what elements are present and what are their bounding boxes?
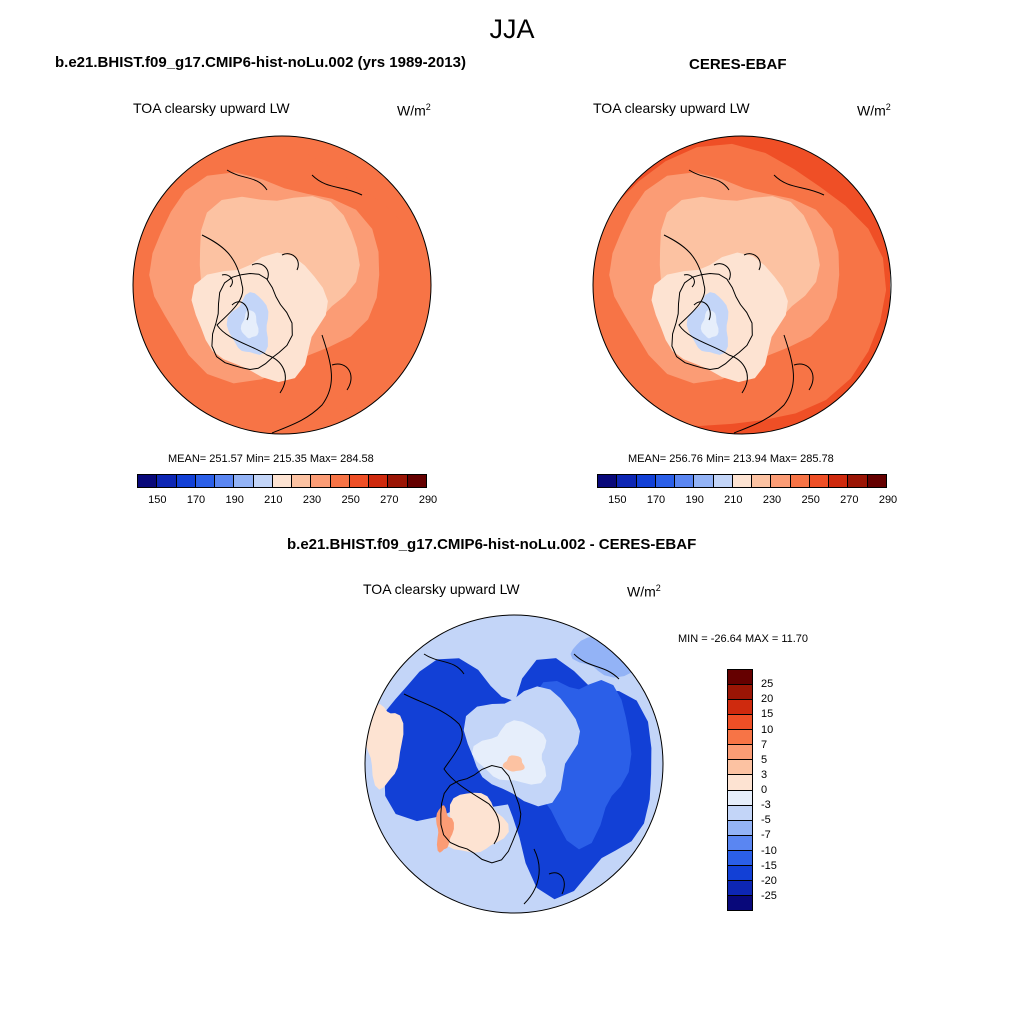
model-colorbar-ticks: 150 170 190 210 230 250 270 290 bbox=[137, 494, 437, 508]
colorbar-cell bbox=[728, 865, 752, 881]
colorbar-tick-label: -10 bbox=[761, 844, 777, 857]
colorbar-cell bbox=[330, 475, 350, 487]
colorbar-cell bbox=[809, 475, 830, 487]
colorbar-tick-label: -7 bbox=[761, 829, 771, 842]
colorbar-tick-label: 170 bbox=[646, 494, 666, 506]
colorbar-cell bbox=[675, 475, 695, 487]
colorbar-tick-label: 250 bbox=[341, 494, 360, 506]
colorbar-cell bbox=[728, 790, 752, 806]
diff-stats: MIN = -26.64 MAX = 11.70 bbox=[678, 633, 809, 645]
diff-variable-label: TOA clearsky upward LW bbox=[363, 581, 520, 597]
colorbar-cell bbox=[728, 730, 752, 746]
obs-variable-label: TOA clearsky upward LW bbox=[593, 100, 750, 116]
colorbar-tick-label: 270 bbox=[840, 494, 859, 506]
colorbar-tick-label: 5 bbox=[761, 753, 768, 766]
obs-unit-label: W/m2 bbox=[857, 102, 891, 119]
colorbar-cell bbox=[157, 475, 177, 487]
colorbar-cell bbox=[655, 475, 676, 487]
colorbar-cell bbox=[728, 700, 752, 716]
colorbar-cell bbox=[598, 475, 618, 487]
colorbar-cell bbox=[728, 880, 752, 896]
colorbar-tick-label: -20 bbox=[761, 874, 777, 887]
colorbar-cell bbox=[728, 895, 752, 910]
colorbar-cell bbox=[728, 685, 752, 701]
colorbar-cell bbox=[234, 475, 254, 487]
colorbar-tick-label: 3 bbox=[761, 768, 768, 781]
colorbar-tick-label: -15 bbox=[761, 859, 777, 872]
colorbar-cell bbox=[728, 805, 752, 821]
diff-colorbar bbox=[727, 669, 753, 911]
colorbar-tick-label: -5 bbox=[761, 814, 771, 827]
colorbar-tick-label: 7 bbox=[761, 738, 768, 751]
colorbar-cell bbox=[732, 475, 753, 487]
colorbar-tick-label: 230 bbox=[302, 494, 322, 506]
colorbar-tick-label: 290 bbox=[878, 494, 898, 506]
colorbar-cell bbox=[728, 835, 752, 851]
model-panel-title: b.e21.BHIST.f09_g17.CMIP6-hist-noLu.002 … bbox=[55, 54, 466, 71]
colorbar-cell bbox=[752, 475, 772, 487]
colorbar-cell bbox=[728, 820, 752, 836]
colorbar-cell bbox=[848, 475, 868, 487]
colorbar-cell bbox=[349, 475, 370, 487]
colorbar-tick-label: 10 bbox=[761, 723, 774, 736]
colorbar-tick-label: 210 bbox=[264, 494, 283, 506]
colorbar-cell bbox=[771, 475, 791, 487]
colorbar-cell bbox=[369, 475, 389, 487]
colorbar-cell bbox=[829, 475, 849, 487]
colorbar-cell bbox=[215, 475, 235, 487]
diff-polar-map bbox=[364, 614, 664, 914]
colorbar-cell bbox=[617, 475, 637, 487]
colorbar-cell bbox=[728, 745, 752, 761]
diff-colorbar-ticks: 25 20 15 10 7 5 3 0 -3 -5 -7 -10 -15 -20 -25 bbox=[727, 669, 807, 911]
colorbar-tick-label: 230 bbox=[762, 494, 782, 506]
colorbar-tick-label: 150 bbox=[148, 494, 167, 506]
colorbar-cell bbox=[636, 475, 656, 487]
model-colorbar bbox=[137, 474, 427, 488]
colorbar-cell bbox=[292, 475, 312, 487]
colorbar-cell bbox=[694, 475, 714, 487]
colorbar-cell bbox=[311, 475, 331, 487]
colorbar-cell bbox=[176, 475, 196, 487]
colorbar-cell bbox=[407, 475, 426, 487]
colorbar-tick-label: 0 bbox=[761, 784, 768, 796]
colorbar-cell bbox=[728, 775, 752, 791]
model-stats: MEAN= 251.57 Min= 215.35 Max= 284.58 bbox=[168, 453, 374, 465]
colorbar-cell bbox=[728, 715, 752, 731]
model-unit-label: W/m2 bbox=[397, 102, 431, 119]
colorbar-tick-label: 25 bbox=[761, 678, 774, 691]
colorbar-cell bbox=[195, 475, 216, 487]
colorbar-tick-label: -25 bbox=[761, 889, 777, 902]
colorbar-tick-label: 290 bbox=[418, 494, 438, 506]
obs-stats: MEAN= 256.76 Min= 213.94 Max= 285.78 bbox=[628, 453, 834, 465]
colorbar-tick-label: 170 bbox=[186, 494, 206, 506]
model-polar-map bbox=[132, 135, 432, 435]
colorbar-cell bbox=[138, 475, 158, 487]
colorbar-cell bbox=[272, 475, 293, 487]
colorbar-tick-label: 210 bbox=[724, 494, 743, 506]
obs-polar-map bbox=[592, 135, 892, 435]
colorbar-tick-label: 270 bbox=[380, 494, 399, 506]
colorbar-cell bbox=[867, 475, 886, 487]
colorbar-tick-label: 20 bbox=[761, 693, 774, 706]
colorbar-tick-label: 190 bbox=[225, 494, 244, 506]
season-title: JJA bbox=[489, 14, 535, 44]
obs-panel-title: CERES-EBAF bbox=[689, 56, 787, 73]
colorbar-cell bbox=[728, 670, 752, 686]
colorbar-cell bbox=[728, 760, 752, 776]
colorbar-tick-label: -3 bbox=[761, 799, 771, 812]
obs-colorbar bbox=[597, 474, 887, 488]
colorbar-cell bbox=[388, 475, 408, 487]
colorbar-cell bbox=[790, 475, 810, 487]
colorbar-tick-label: 150 bbox=[608, 494, 627, 506]
model-variable-label: TOA clearsky upward LW bbox=[133, 100, 290, 116]
diff-panel-title: b.e21.BHIST.f09_g17.CMIP6-hist-noLu.002 … bbox=[287, 536, 697, 553]
diff-unit-label: W/m2 bbox=[627, 583, 661, 600]
obs-colorbar-ticks: 150 170 190 210 230 250 270 290 bbox=[597, 494, 897, 508]
colorbar-cell bbox=[728, 850, 752, 866]
colorbar-tick-label: 250 bbox=[801, 494, 820, 506]
colorbar-tick-label: 15 bbox=[761, 708, 774, 721]
colorbar-cell bbox=[253, 475, 273, 487]
colorbar-tick-label: 190 bbox=[685, 494, 704, 506]
colorbar-cell bbox=[713, 475, 733, 487]
